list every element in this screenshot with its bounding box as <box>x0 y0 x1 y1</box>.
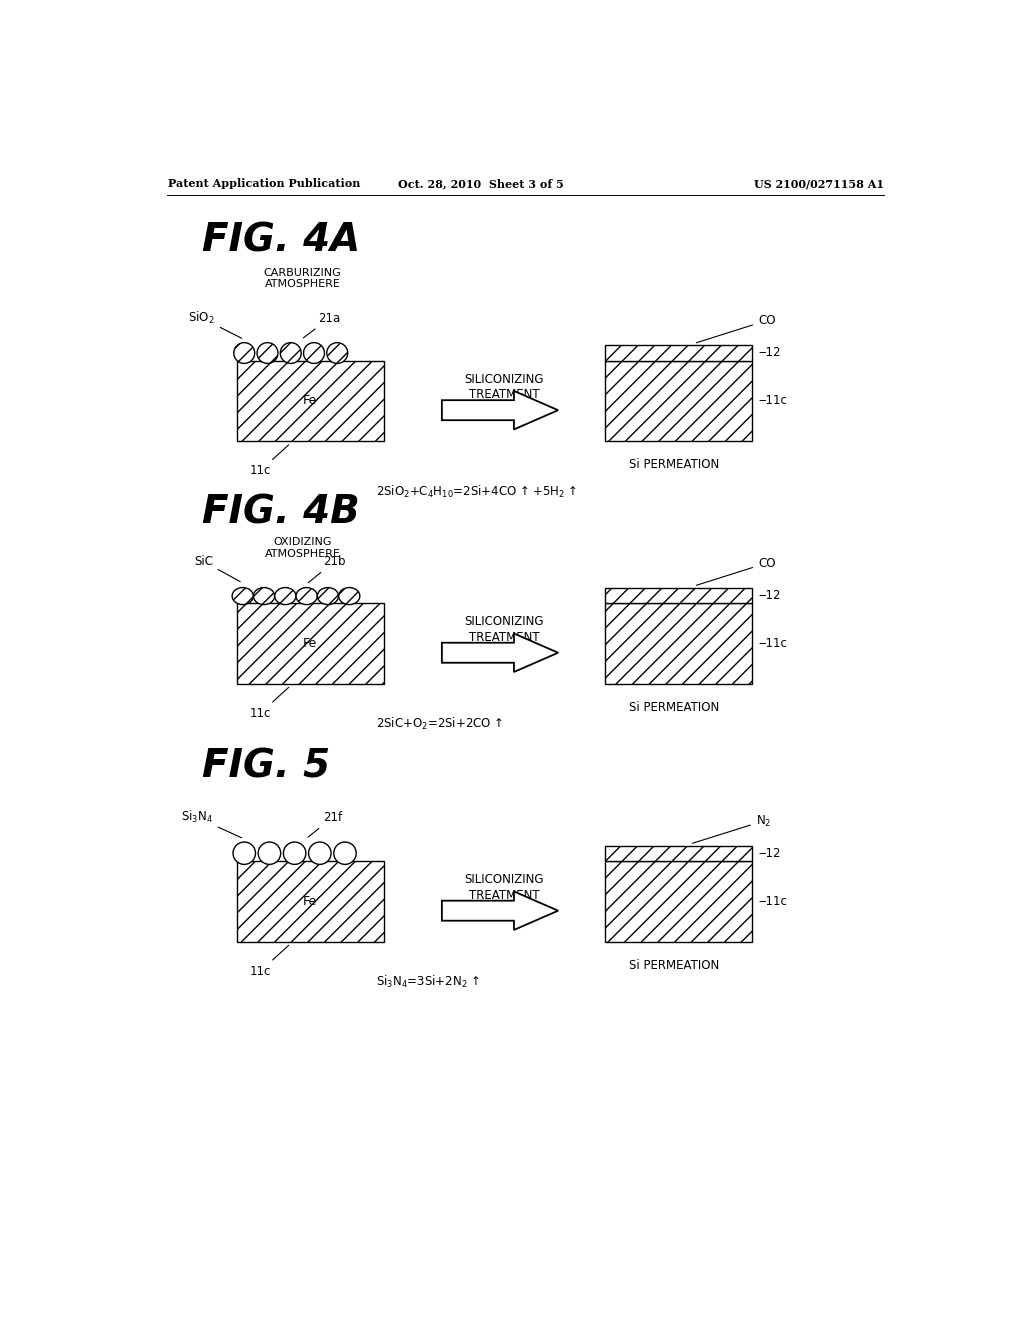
Circle shape <box>281 343 301 363</box>
Text: TREATMENT: TREATMENT <box>469 888 540 902</box>
Bar <box>604 603 752 684</box>
Text: US 2100/0271158 A1: US 2100/0271158 A1 <box>754 178 884 189</box>
Text: ‒12: ‒12 <box>758 847 780 859</box>
Ellipse shape <box>339 587 359 605</box>
Text: FIG. 4A: FIG. 4A <box>202 222 359 260</box>
Bar <box>604 360 752 441</box>
Text: SiO$_2$: SiO$_2$ <box>188 310 242 338</box>
Text: SILICONIZING: SILICONIZING <box>464 615 544 628</box>
Text: Si PERMEATION: Si PERMEATION <box>630 958 720 972</box>
Text: Si$_3$N$_4$=3Si+2N$_2$ ↑: Si$_3$N$_4$=3Si+2N$_2$ ↑ <box>376 974 480 990</box>
Text: SILICONIZING: SILICONIZING <box>464 874 544 887</box>
Text: TREATMENT: TREATMENT <box>469 631 540 644</box>
Circle shape <box>327 343 348 363</box>
Text: SiC: SiC <box>194 554 241 582</box>
Ellipse shape <box>296 587 317 605</box>
Text: ‒12: ‒12 <box>758 346 780 359</box>
Bar <box>604 846 752 861</box>
Text: ‒11c: ‒11c <box>758 395 787 408</box>
Text: FIG. 4B: FIG. 4B <box>202 494 359 532</box>
Polygon shape <box>442 391 558 429</box>
Circle shape <box>258 842 281 865</box>
Text: Si PERMEATION: Si PERMEATION <box>630 458 720 471</box>
Circle shape <box>308 842 331 865</box>
Text: 11c: 11c <box>250 445 289 477</box>
Text: 21f: 21f <box>308 810 342 837</box>
Text: N$_2$: N$_2$ <box>692 813 771 843</box>
Circle shape <box>233 343 255 363</box>
Text: Oct. 28, 2010  Sheet 3 of 5: Oct. 28, 2010 Sheet 3 of 5 <box>397 178 563 189</box>
Text: 21b: 21b <box>308 554 346 582</box>
Circle shape <box>334 842 356 865</box>
Polygon shape <box>442 634 558 672</box>
Circle shape <box>284 842 306 865</box>
Bar <box>604 345 752 360</box>
Text: 11c: 11c <box>250 945 289 978</box>
Text: Patent Application Publication: Patent Application Publication <box>168 178 360 189</box>
Bar <box>237 360 384 441</box>
Text: 11c: 11c <box>250 688 289 719</box>
Bar <box>604 587 752 603</box>
Text: FIG. 5: FIG. 5 <box>202 747 330 785</box>
Text: SILICONIZING: SILICONIZING <box>464 372 544 385</box>
Text: ‒11c: ‒11c <box>758 895 787 908</box>
Text: CARBURIZING
ATMOSPHERE: CARBURIZING ATMOSPHERE <box>263 268 341 289</box>
Text: Fe: Fe <box>303 895 317 908</box>
Text: ‒11c: ‒11c <box>758 638 787 649</box>
Text: Fe: Fe <box>303 638 317 649</box>
Polygon shape <box>442 891 558 929</box>
Ellipse shape <box>274 587 296 605</box>
Text: ‒12: ‒12 <box>758 589 780 602</box>
Text: CO: CO <box>696 557 775 585</box>
Text: Si$_3$N$_4$: Si$_3$N$_4$ <box>180 809 242 838</box>
Ellipse shape <box>232 587 253 605</box>
Text: 21a: 21a <box>303 312 341 338</box>
Text: Si PERMEATION: Si PERMEATION <box>630 701 720 714</box>
Text: 2SiO$_2$+C$_4$H$_{10}$=2Si+4CO ↑ +5H$_2$ ↑: 2SiO$_2$+C$_4$H$_{10}$=2Si+4CO ↑ +5H$_2$… <box>376 483 578 500</box>
Ellipse shape <box>317 587 339 605</box>
Circle shape <box>257 343 278 363</box>
Bar <box>237 603 384 684</box>
Text: TREATMENT: TREATMENT <box>469 388 540 401</box>
Bar <box>237 861 384 942</box>
Text: OXIDIZING
ATMOSPHERE: OXIDIZING ATMOSPHERE <box>264 537 340 558</box>
Text: Fe: Fe <box>303 395 317 408</box>
Bar <box>604 861 752 942</box>
Circle shape <box>303 343 325 363</box>
Text: CO: CO <box>696 314 775 343</box>
Ellipse shape <box>253 587 274 605</box>
Text: 2SiC+O$_2$=2Si+2CO ↑: 2SiC+O$_2$=2Si+2CO ↑ <box>376 717 503 733</box>
Circle shape <box>233 842 255 865</box>
